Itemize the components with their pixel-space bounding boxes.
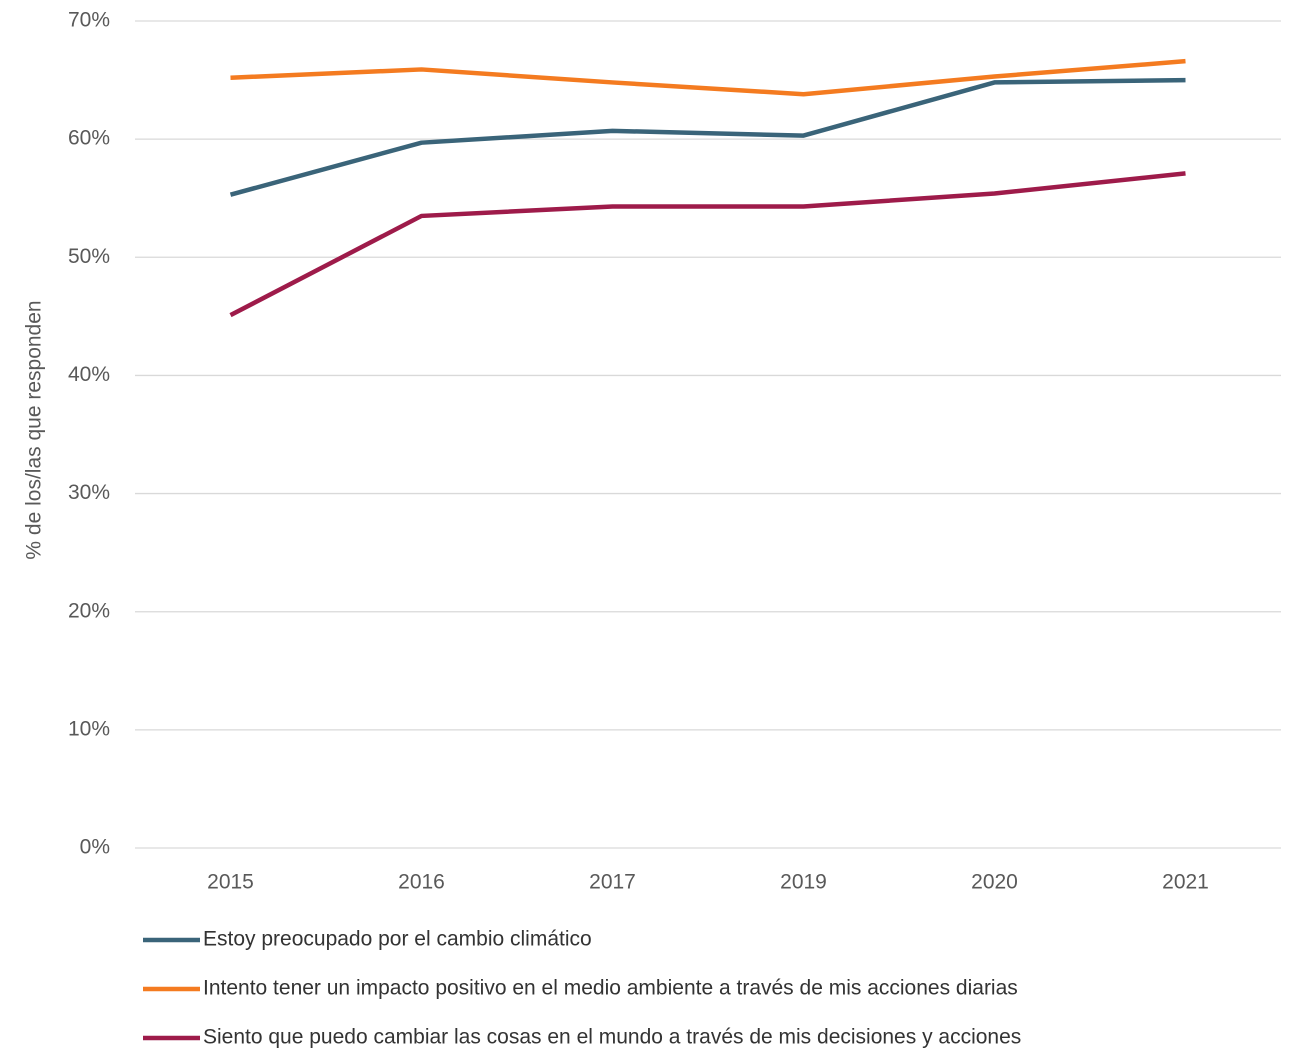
y-tick-label: 50% — [68, 245, 110, 268]
x-tick-label: 2015 — [207, 871, 254, 894]
x-tick-label: 2017 — [589, 871, 636, 894]
y-tick-label: 60% — [68, 127, 110, 150]
x-tick-label: 2021 — [1162, 871, 1209, 894]
x-tick-label: 2016 — [398, 871, 445, 894]
y-tick-label: 10% — [68, 717, 110, 740]
x-tick-label: 2019 — [780, 871, 827, 894]
series-line — [229, 171, 1186, 318]
x-tick-label: 2020 — [971, 871, 1018, 894]
series-line — [229, 77, 1186, 197]
legend-label: Siento que puedo cambiar las cosas en el… — [203, 1026, 1021, 1049]
y-tick-label: 70% — [68, 9, 110, 32]
y-tick-label: 40% — [68, 363, 110, 386]
y-axis-label: % de los/las que responden — [23, 300, 46, 559]
legend-label: Intento tener un impacto positivo en el … — [203, 977, 1018, 1000]
y-tick-label: 30% — [68, 481, 110, 504]
legend-label: Estoy preocupado por el cambio climático — [203, 928, 592, 951]
y-tick-label: 20% — [68, 599, 110, 622]
series-line — [230, 58, 1186, 97]
y-tick-label: 0% — [80, 836, 110, 859]
